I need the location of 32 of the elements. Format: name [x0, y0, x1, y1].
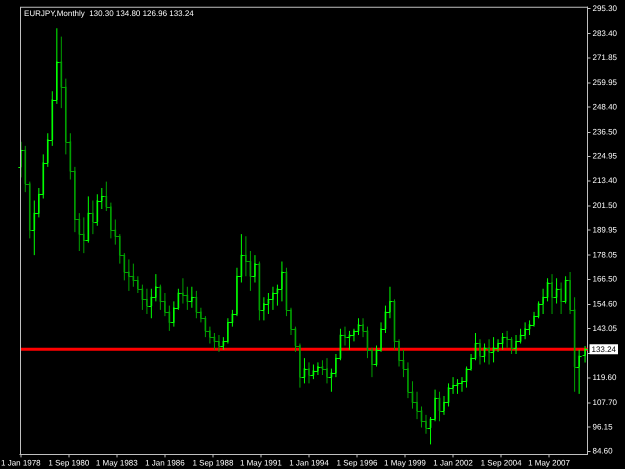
y-tick-label: 248.40	[592, 102, 618, 112]
y-tick-label: 201.50	[592, 201, 618, 210]
x-tick-label: 1 Jan 1986	[145, 458, 186, 468]
chart-title: EURJPY,Monthly 130.30 134.80 126.96 133.24	[24, 9, 194, 18]
x-tick-label: 1 Jan 1978	[1, 458, 42, 468]
y-tick-label: 84.60	[592, 446, 614, 456]
x-tick-label: 1 May 2007	[528, 458, 570, 468]
x-tick-label: 1 Sep 1996	[336, 458, 378, 468]
y-tick-label: 96.15	[592, 422, 614, 432]
x-tick-label: 1 Sep 1988	[192, 458, 234, 468]
y-tick-label: 107.70	[592, 398, 618, 408]
y-tick-label: 119.60	[592, 373, 617, 382]
y-tick-label: 189.95	[592, 225, 618, 234]
x-tick-label: 1 Jan 2002	[433, 458, 474, 468]
y-tick-label: 154.60	[592, 300, 618, 309]
y-tick-label: 271.85	[592, 53, 618, 62]
y-tick-label: 283.40	[592, 28, 618, 38]
x-tick-label: 1 Sep 2004	[480, 458, 522, 468]
x-tick-label: 1 May 1999	[384, 458, 426, 468]
y-tick-label: 213.40	[592, 176, 618, 185]
y-tick-label: 224.95	[592, 152, 618, 161]
x-tick-label: 1 Sep 1980	[48, 458, 90, 468]
y-tick-label: 236.50	[592, 127, 618, 136]
ref-line-label: 133.24	[592, 344, 617, 354]
x-tick-label: 1 Jan 1994	[289, 458, 330, 468]
y-tick-label: 166.50	[592, 274, 618, 284]
y-tick-label: 259.95	[592, 78, 618, 88]
y-tick-label: 295.30	[592, 4, 618, 13]
x-tick-label: 1 May 1991	[240, 458, 282, 468]
y-tick-label: 178.05	[592, 250, 618, 260]
y-tick-label: 143.05	[592, 324, 618, 333]
x-tick-label: 1 May 1983	[96, 458, 138, 468]
